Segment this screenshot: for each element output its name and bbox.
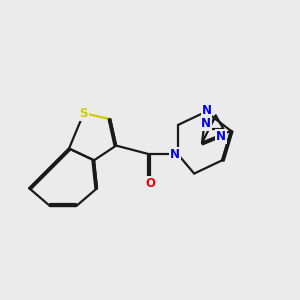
Text: S: S bbox=[80, 107, 88, 120]
Text: N: N bbox=[202, 104, 212, 117]
Text: N: N bbox=[170, 148, 180, 161]
Text: N: N bbox=[216, 130, 226, 143]
Text: O: O bbox=[145, 177, 155, 190]
Text: N: N bbox=[201, 117, 211, 130]
